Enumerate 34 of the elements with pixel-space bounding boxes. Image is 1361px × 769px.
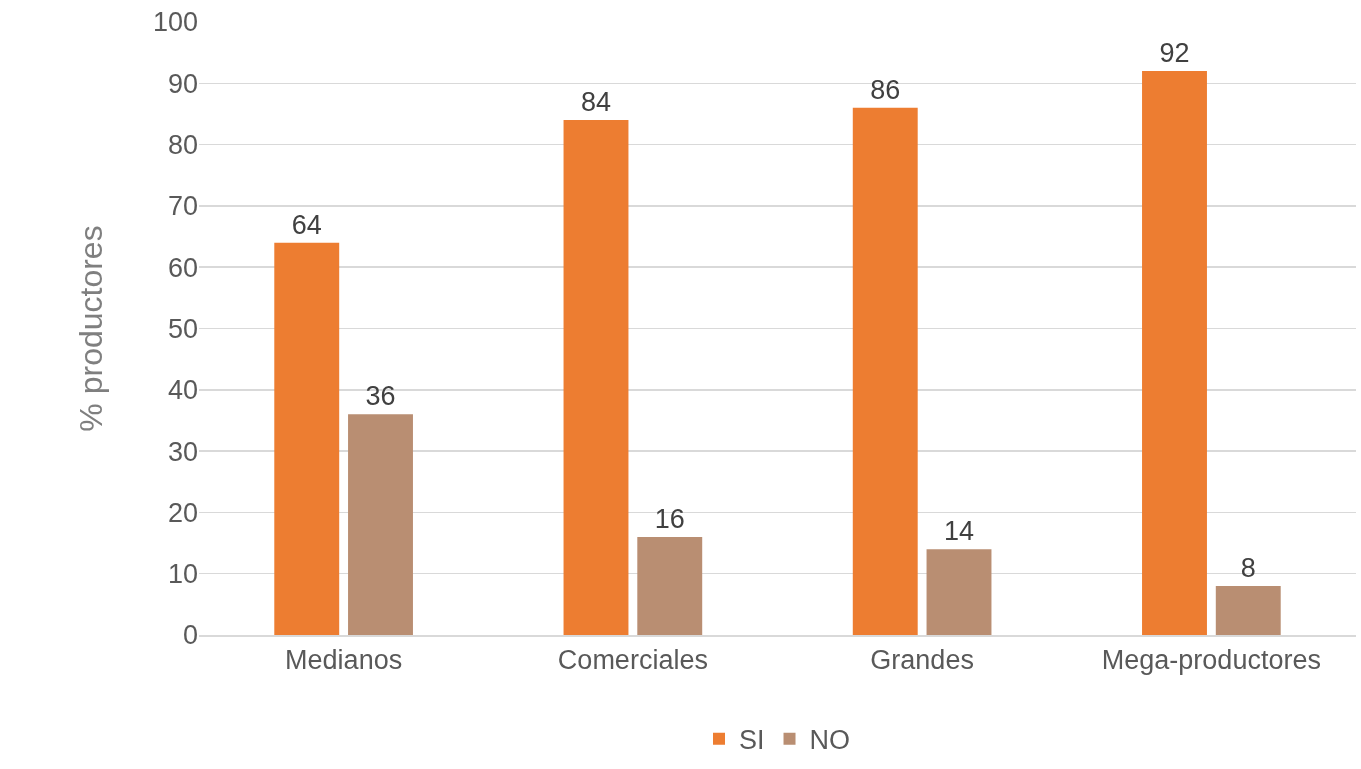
y-tick-label: 90: [167, 68, 198, 99]
y-tick-label: 70: [167, 191, 198, 222]
data-label: 84: [580, 87, 612, 118]
y-tick-label: 50: [167, 313, 198, 344]
bar: [348, 414, 413, 635]
bar: [1142, 71, 1207, 635]
y-tick-label: 0: [182, 620, 198, 651]
bar: [637, 536, 703, 635]
x-tick-label: Medianos: [285, 644, 403, 675]
data-label: 8: [1240, 552, 1256, 583]
y-tick-label: 40: [167, 375, 198, 406]
legend-label: NO: [809, 725, 851, 756]
y-tick-label: 100: [152, 7, 198, 38]
y-tick-label: 80: [167, 130, 198, 161]
data-label: 64: [291, 209, 322, 240]
y-tick-label: 60: [167, 252, 198, 283]
bar: [852, 107, 918, 635]
bar: [1215, 585, 1281, 635]
bar: [926, 549, 992, 635]
y-tick-label: 10: [167, 559, 198, 590]
y-axis-title: % productores: [73, 225, 110, 432]
data-label: 86: [870, 74, 901, 105]
legend-label: SI: [739, 725, 765, 756]
x-tick-label: Comerciales: [557, 644, 708, 675]
data-label: 16: [654, 503, 685, 534]
data-label: 92: [1159, 38, 1190, 69]
y-tick-label: 30: [167, 436, 198, 467]
bar: [274, 242, 340, 635]
x-tick-label: Grandes: [870, 644, 974, 675]
bar: [563, 120, 629, 635]
x-tick-label: Mega-productores: [1101, 644, 1321, 675]
data-label: 14: [943, 516, 975, 547]
data-label: 36: [365, 381, 396, 412]
y-tick-label: 20: [167, 497, 198, 528]
